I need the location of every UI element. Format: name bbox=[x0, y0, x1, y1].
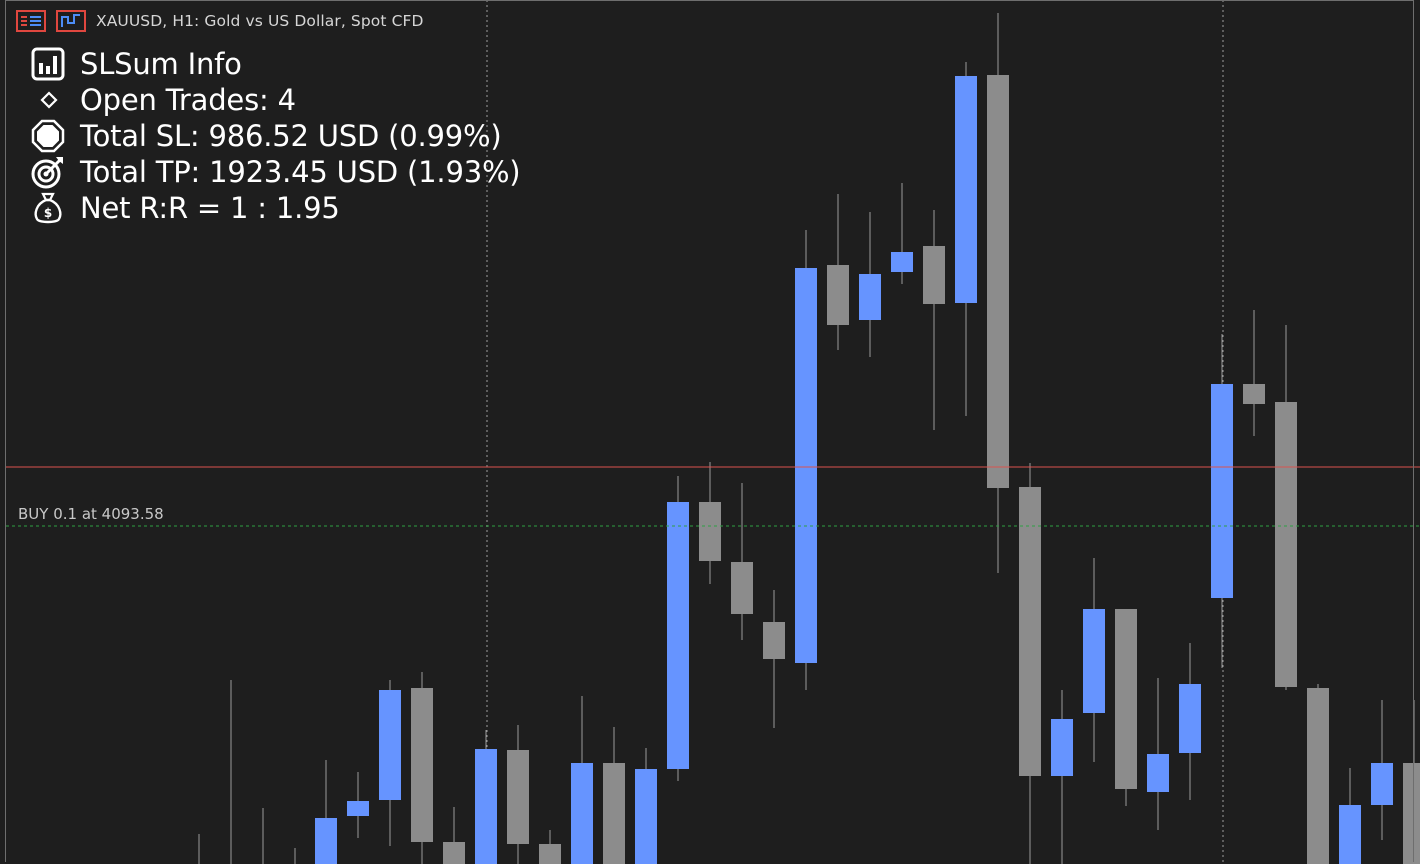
strategy-tester-icon[interactable] bbox=[56, 9, 86, 33]
bearish-candle bbox=[603, 763, 625, 864]
bullish-candle bbox=[475, 749, 497, 864]
bullish-candle bbox=[795, 268, 817, 663]
bullish-candle bbox=[1147, 754, 1169, 792]
info-total-tp-row: Total TP: 1923.45 USD (1.93%) bbox=[30, 154, 521, 190]
bearish-candle bbox=[731, 562, 753, 614]
bar-chart-icon bbox=[30, 46, 68, 82]
stop-icon bbox=[30, 118, 68, 154]
svg-text:$: $ bbox=[44, 206, 52, 220]
info-total-sl-row: Total SL: 986.52 USD (0.99%) bbox=[30, 118, 520, 154]
bearish-candle bbox=[539, 844, 561, 864]
bullish-candle bbox=[635, 769, 657, 864]
chart-title-bar: XAUUSD, H1: Gold vs US Dollar, Spot CFD bbox=[16, 8, 424, 34]
bullish-candle bbox=[347, 801, 369, 816]
bearish-candle bbox=[827, 265, 849, 325]
bullish-candle bbox=[859, 274, 881, 320]
info-net-rr-row: $ Net R:R = 1 : 1.95 bbox=[30, 190, 520, 226]
bullish-candle bbox=[667, 502, 689, 769]
bullish-candle bbox=[1051, 719, 1073, 776]
bearish-candle bbox=[1403, 763, 1420, 864]
trade-entry-label[interactable]: BUY 0.1 at 4093.58 bbox=[18, 505, 164, 523]
target-icon bbox=[30, 154, 68, 190]
bearish-candle bbox=[411, 688, 433, 842]
bearish-candle bbox=[443, 842, 465, 864]
open-trades-text: Open Trades: 4 bbox=[80, 83, 296, 117]
info-title-row: SLSum Info bbox=[30, 46, 520, 82]
bullish-candle bbox=[379, 690, 401, 800]
bullish-candle bbox=[955, 76, 977, 303]
list-icon[interactable] bbox=[16, 9, 46, 33]
bearish-candle bbox=[1115, 609, 1137, 789]
bearish-candle bbox=[1275, 402, 1297, 687]
total-tp-text: Total TP: 1923.45 USD (1.93%) bbox=[80, 155, 521, 189]
bullish-candle bbox=[1179, 684, 1201, 753]
bullish-candle bbox=[1211, 384, 1233, 598]
bearish-candle bbox=[507, 750, 529, 844]
money-bag-icon: $ bbox=[30, 190, 68, 226]
bullish-candle bbox=[315, 818, 337, 864]
info-open-trades-row: Open Trades: 4 bbox=[30, 82, 520, 118]
bearish-candle bbox=[699, 502, 721, 561]
info-title: SLSum Info bbox=[80, 47, 242, 81]
bullish-candle bbox=[1371, 763, 1393, 805]
bearish-candle bbox=[1307, 688, 1329, 864]
bullish-candle bbox=[1083, 609, 1105, 713]
chart-title: XAUUSD, H1: Gold vs US Dollar, Spot CFD bbox=[96, 12, 424, 30]
total-sl-text: Total SL: 986.52 USD (0.99%) bbox=[80, 119, 502, 153]
bullish-candle bbox=[571, 763, 593, 864]
slsum-info-panel: SLSum Info Open Trades: 4 Total SL: 986.… bbox=[30, 46, 521, 226]
bearish-candle bbox=[1019, 487, 1041, 776]
net-rr-text: Net R:R = 1 : 1.95 bbox=[80, 191, 340, 225]
bullish-candle bbox=[1339, 805, 1361, 864]
bullish-candle bbox=[891, 252, 913, 272]
diamond-icon bbox=[30, 82, 68, 118]
bearish-candle bbox=[763, 622, 785, 659]
bearish-candle bbox=[987, 75, 1009, 488]
bearish-candle bbox=[1243, 384, 1265, 404]
bearish-candle bbox=[923, 246, 945, 304]
